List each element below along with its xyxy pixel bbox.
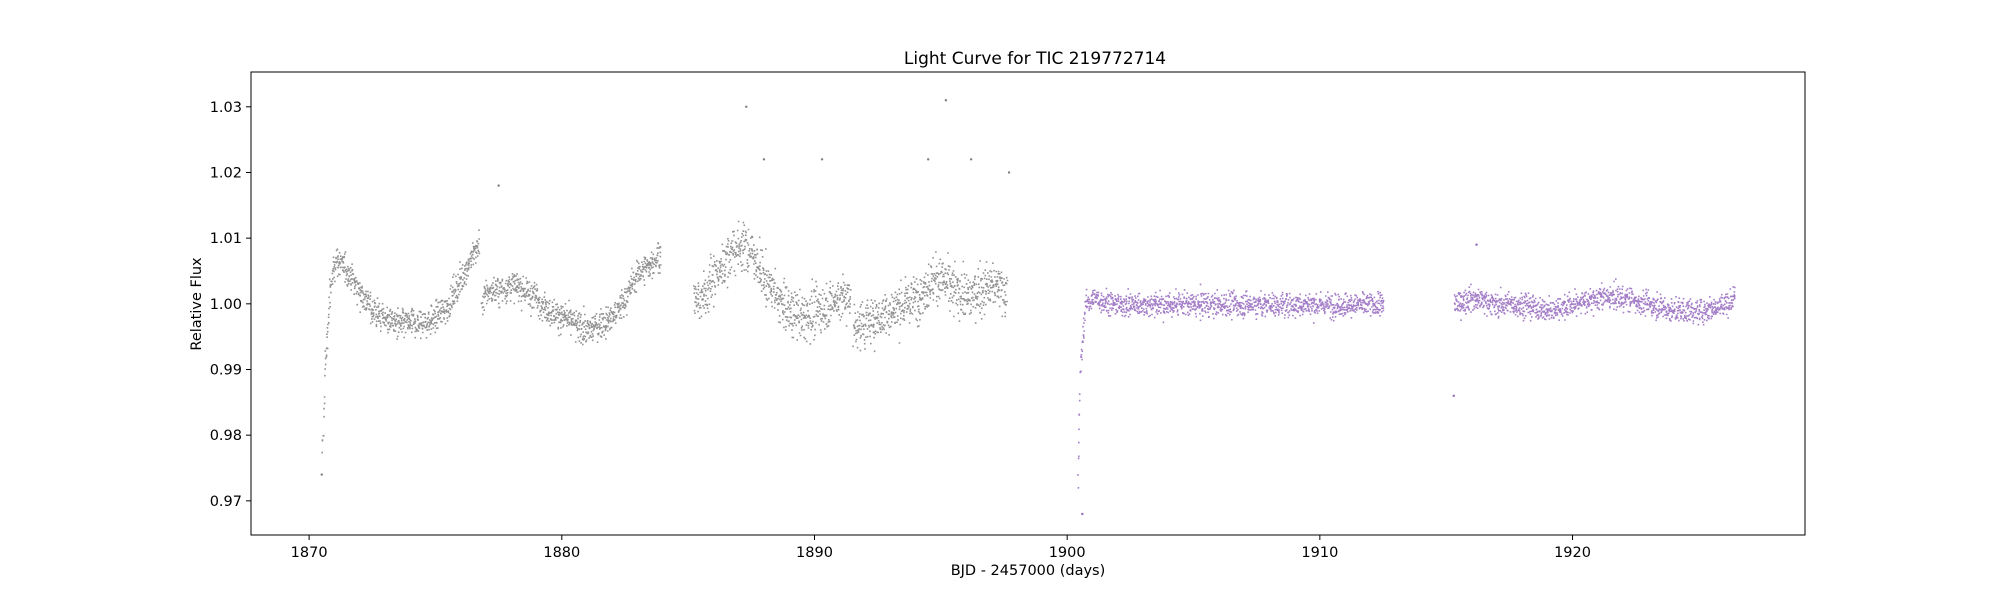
series-1-points [693, 220, 852, 345]
y-axis-ticks: 0.97 0.98 0.99 1.00 1.01 1.02 1.03 [210, 100, 251, 510]
series-1-points [852, 251, 1009, 353]
chart-title: Light Curve for TIC 219772714 [904, 49, 1166, 69]
outlier-point [1475, 243, 1478, 246]
data-points [320, 99, 1736, 516]
outlier-point [1007, 171, 1011, 174]
y-tick-label: 0.99 [210, 363, 242, 379]
outlier-point [926, 158, 930, 161]
outlier-point [944, 99, 948, 102]
outlier-point [1452, 394, 1455, 397]
x-tick-label: 1900 [1049, 545, 1086, 561]
y-tick-label: 0.97 [210, 494, 242, 510]
y-tick-label: 1.01 [210, 231, 242, 247]
y-axis-label: Relative Flux [189, 257, 205, 351]
x-tick-label: 1880 [543, 545, 580, 561]
outlier-point [497, 184, 500, 187]
series-2-points [1453, 278, 1736, 326]
series-2-points [1077, 283, 1385, 489]
y-tick-label: 1.03 [210, 100, 242, 116]
outlier-point [762, 158, 766, 161]
outlier-point [1081, 512, 1084, 516]
outlier-point [820, 158, 824, 161]
y-tick-label: 0.98 [210, 428, 242, 444]
outlier-point [745, 105, 748, 109]
y-tick-label: 1.00 [210, 297, 242, 313]
x-tick-label: 1870 [291, 545, 328, 561]
x-axis-ticks: 1870 1880 1890 1900 1910 1920 [291, 535, 1591, 561]
outlier-point [969, 158, 973, 161]
x-tick-label: 1910 [1301, 545, 1338, 561]
y-tick-label: 1.02 [210, 165, 242, 181]
x-tick-label: 1890 [796, 545, 833, 561]
series-1-points [480, 242, 662, 346]
x-axis-label: BJD - 2457000 (days) [951, 563, 1106, 579]
outlier-point [320, 473, 323, 476]
x-tick-label: 1920 [1554, 545, 1591, 561]
